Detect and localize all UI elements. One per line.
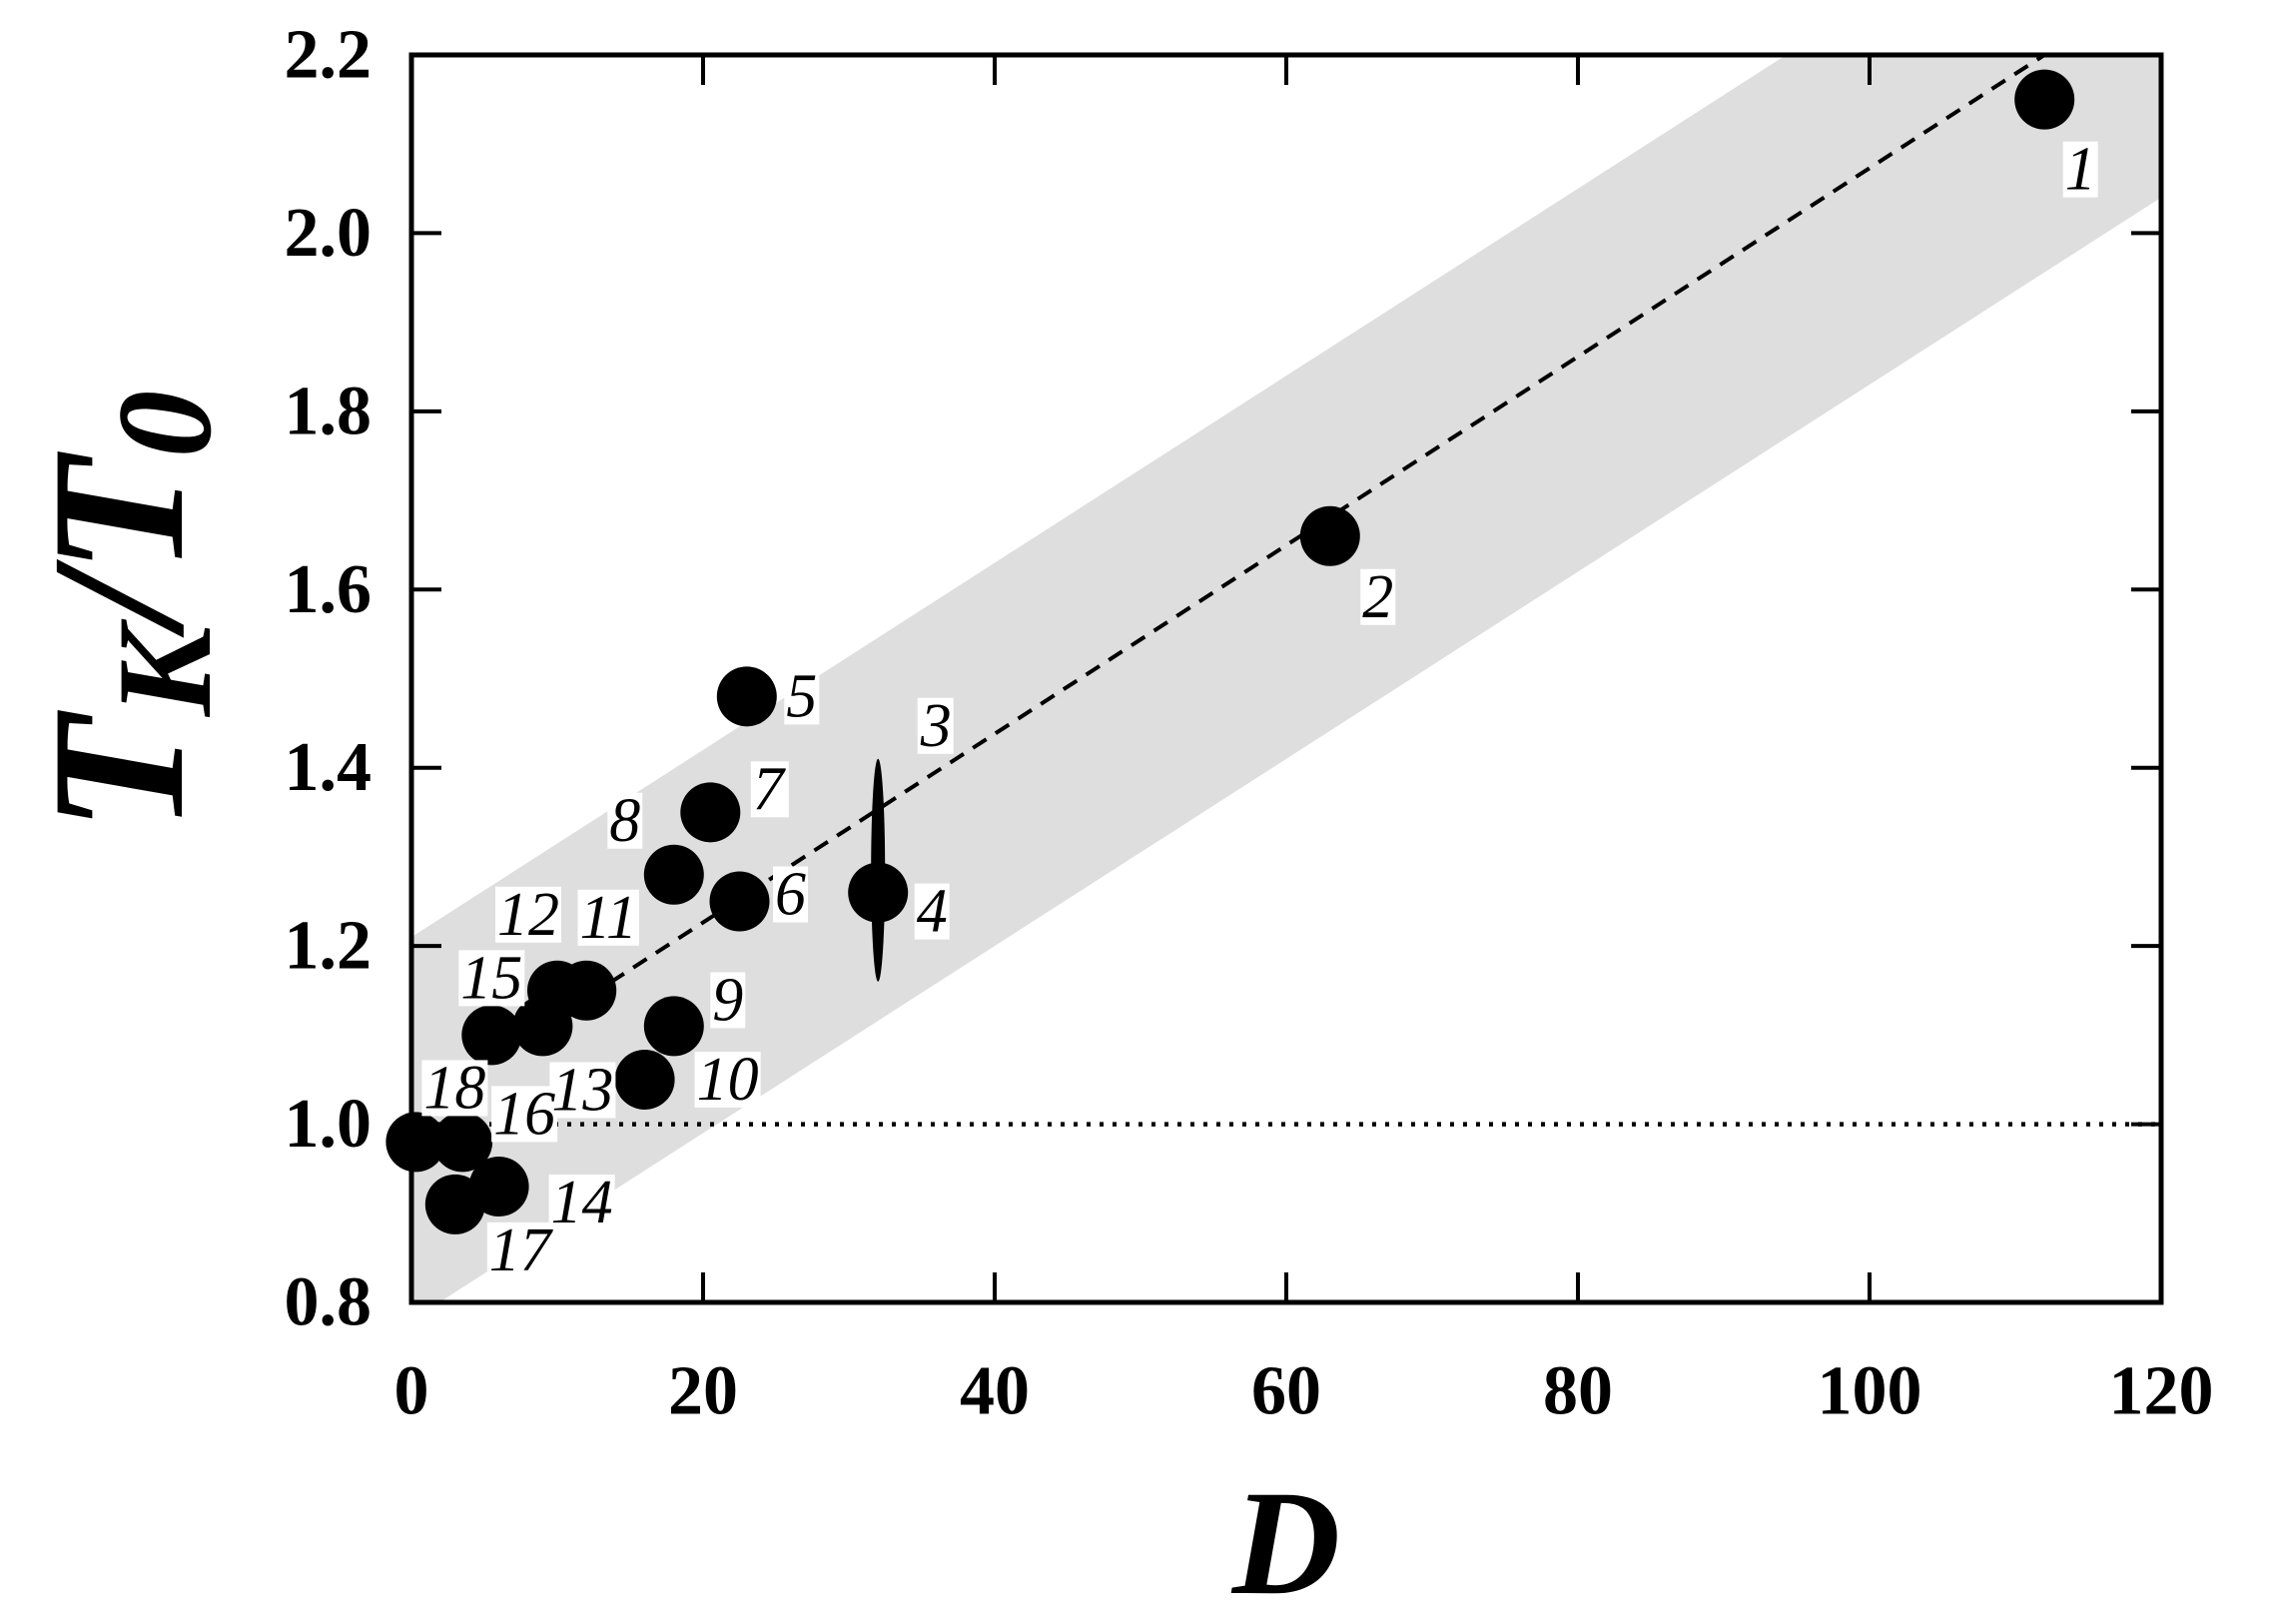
x-tick-label: 40 [960,1353,1030,1430]
point-label-15: 15 [460,944,522,1012]
point-label-13: 13 [551,1056,613,1124]
point-label-9: 9 [712,966,743,1034]
y-tick-label: 1.2 [285,908,373,985]
x-tick-label: 100 [1818,1353,1922,1430]
x-tick-label: 60 [1251,1353,1321,1430]
y-tick-label: 0.8 [285,1264,373,1341]
data-point-10 [614,1049,675,1110]
data-point-6 [709,871,770,932]
point-label-background [750,761,789,818]
y-axis-label-subscript: 0 [91,391,240,458]
point-label-5: 5 [786,662,817,730]
point-label-background [710,972,746,1029]
data-point-13 [512,996,573,1057]
point-label-18: 18 [423,1054,485,1122]
point-label-10: 10 [697,1046,759,1114]
data-point-18 [385,1112,446,1173]
x-tick-label: 80 [1543,1353,1613,1430]
point-label-background [694,1051,761,1108]
y-tick-label: 1.6 [285,551,373,628]
y-axis-label-base: T [14,709,224,832]
data-point-1 [2014,69,2075,130]
point-label-6: 6 [775,861,806,929]
uncertainty-band [411,55,2161,1302]
x-tick-label: 20 [668,1353,738,1430]
point-label-14: 14 [551,1169,613,1236]
y-tick-label: 1.0 [285,1086,373,1163]
point-label-2: 2 [1362,563,1393,631]
data-point-8 [643,844,704,905]
point-label-background [486,1221,556,1278]
y-tick-label: 2.0 [285,195,373,272]
data-point-7 [680,782,741,843]
point-label-background [784,668,820,725]
y-axis-label-subscript: K [91,618,240,717]
point-label-background [607,792,643,849]
y-tick-label: 1.4 [285,729,373,806]
point-label-background [577,889,639,946]
point-label-3: 3 [920,692,952,760]
band-layer [411,55,2161,1302]
point-label-11: 11 [579,884,636,952]
data-point-2 [1299,505,1360,566]
point-label-12: 12 [497,881,559,949]
point-label-backgrounds [421,141,2098,1278]
point-label-17: 17 [489,1217,554,1284]
tick-labels: 0 20 40 60 80 100 120 0.8 1.0 1.2 1.4 1.6 1.8 2.0 2.2 [285,17,2214,1430]
data-point-5 [716,666,777,727]
point-label-1: 1 [2065,136,2096,204]
data-point-4 [848,862,909,923]
point-label-background [458,950,525,1007]
point-label-16: 16 [493,1080,555,1148]
data-point-15 [461,1005,522,1066]
y-axis-label: TK/T0 [14,391,240,832]
y-tick-label: 2.2 [285,17,373,94]
point-label-7: 7 [753,755,787,823]
point-label-4: 4 [917,878,948,946]
data-point-16 [432,1112,493,1173]
y-tick-label: 1.8 [285,373,373,449]
fit-line [541,53,2046,1029]
point-label-8: 8 [609,787,640,855]
x-tick-label: 0 [394,1353,429,1430]
point-label-background [917,697,954,754]
data-points [385,69,2075,1234]
point-label-background [548,1175,615,1231]
point-label-background [491,1086,558,1143]
point-label-background [1360,568,1396,625]
data-point-9 [643,996,704,1057]
point-label-background [914,883,950,940]
point-label-background [2062,141,2098,198]
x-axis-label: D [1230,1460,1340,1624]
x-tick-label: 120 [2109,1353,2214,1430]
point-label-background [549,1062,616,1119]
y-axis-label-base: T [14,450,224,573]
point-label-background [421,1060,488,1117]
point-label-background [495,886,561,943]
point-label-background [773,866,808,923]
line-layer [411,53,2161,1127]
data-point-17 [424,1174,485,1234]
